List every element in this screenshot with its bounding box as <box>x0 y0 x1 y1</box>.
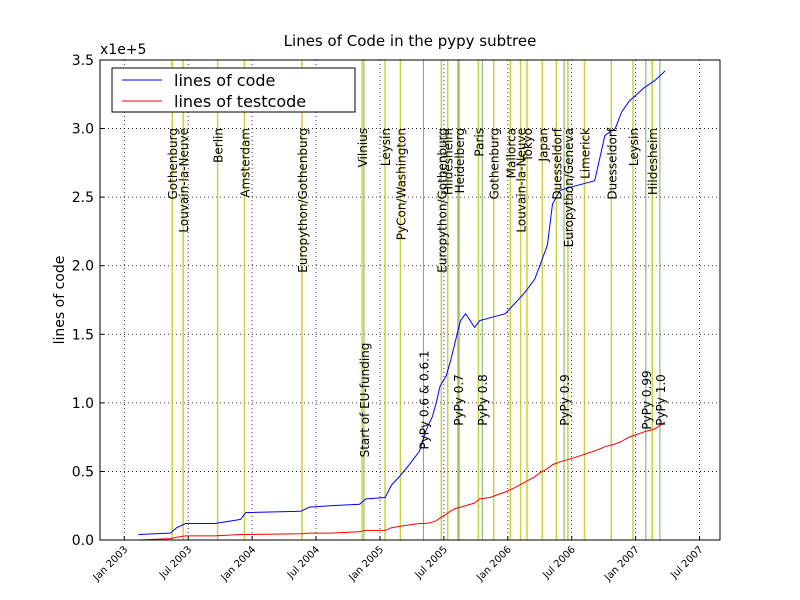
release-label: PyPy 0.8 <box>476 374 490 426</box>
event-label: Berlin <box>212 128 226 163</box>
event-label: Europython/Gothenburg <box>296 128 310 273</box>
y-tick-label: 1.0 <box>72 396 94 412</box>
series-line <box>138 70 666 535</box>
y-tick-label: 3.5 <box>72 53 94 69</box>
event-label: Leysin <box>627 128 641 166</box>
plot-area <box>100 60 720 540</box>
event-label: Louvain-la-Neuve <box>515 128 529 233</box>
event-label: PyCon/Washington <box>394 128 408 240</box>
y-tick-label: 2.5 <box>72 190 94 206</box>
event-label: Leysin <box>379 128 393 166</box>
release-label: Start of EU-funding <box>358 343 372 458</box>
y-offset-label: x1e+5 <box>100 42 146 58</box>
axes-frame <box>99 59 721 541</box>
y-tick-label: 0.5 <box>72 464 94 480</box>
event-label: Gothenburg <box>488 128 502 200</box>
y-tick-label: 0.0 <box>72 533 94 549</box>
event-label: Heidelberg <box>453 128 467 193</box>
legend-label: lines of testcode <box>174 92 306 111</box>
event-label: Vilnius <box>356 128 370 167</box>
y-tick-label: 1.5 <box>72 327 94 343</box>
event-label: Paris <box>472 128 486 157</box>
event-label: Gothenburg <box>166 128 180 200</box>
event-label: Hildesheim <box>646 128 660 195</box>
event-label: Europython/Geneva <box>562 128 576 247</box>
release-label: PyPy 0.7 <box>452 374 466 426</box>
legend-label: lines of code <box>174 71 275 90</box>
event-label: Europython/Gothenburg <box>435 128 449 273</box>
event-label: Hildesheim <box>442 128 456 195</box>
event-label: Amsterdam <box>238 128 252 198</box>
event-label: Duesseldorf <box>550 127 564 199</box>
event-label: Limerick <box>578 128 592 179</box>
release-label: PyPy 1.0 <box>654 374 668 426</box>
event-label: Tokyo <box>521 128 535 163</box>
event-label: Louvain-la-Neuve <box>177 128 191 233</box>
y-axis-label: lines of code <box>52 256 68 345</box>
series-line <box>138 421 666 541</box>
release-label: PyPy 0.99 <box>640 370 654 429</box>
y-tick-label: 2.0 <box>72 259 94 275</box>
legend-box <box>111 67 356 113</box>
y-tick-label: 3.0 <box>72 122 94 138</box>
event-label: Mallorca <box>504 128 518 178</box>
release-label: PyPy 0.9 <box>558 374 572 426</box>
event-label: Japan <box>536 128 550 162</box>
release-label: PyPy 0.6 & 0.6.1 <box>417 350 431 449</box>
chart-title: Lines of Code in the pypy subtree <box>284 32 537 50</box>
event-label: Duesseldorf <box>605 127 619 199</box>
